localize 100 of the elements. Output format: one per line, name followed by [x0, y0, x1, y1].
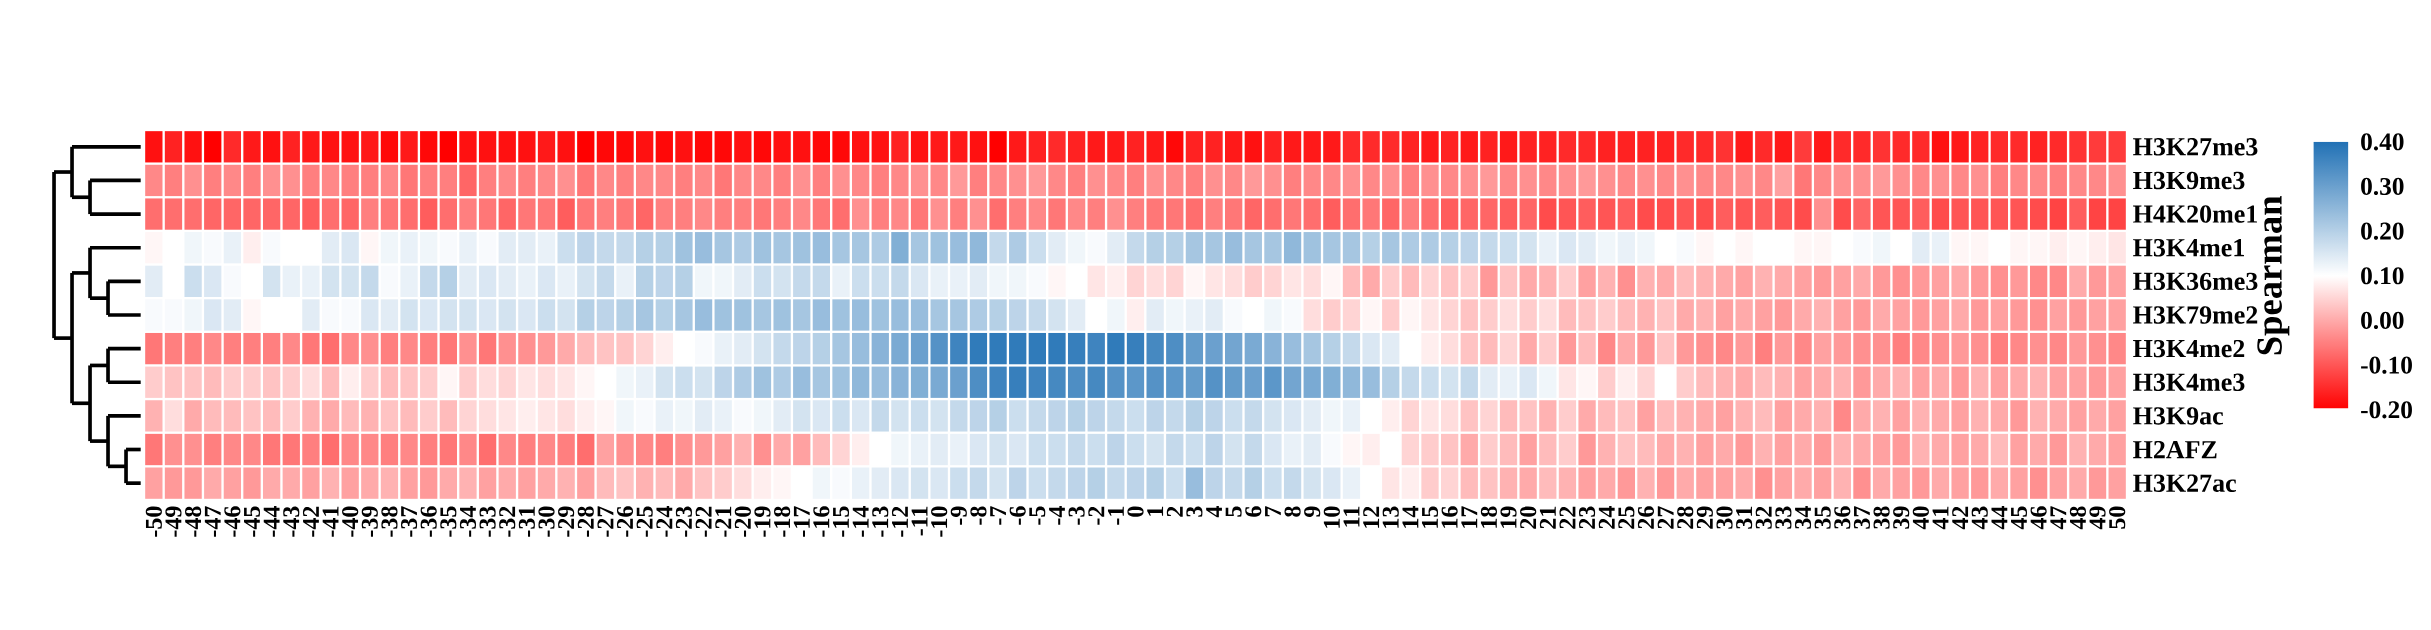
y-tick-label: H3K27me3: [2133, 138, 2258, 156]
x-tick-label: 22: [1559, 506, 1576, 529]
y-tick-label: H3K4me2: [2133, 339, 2245, 358]
x-tick-label: 15: [1421, 506, 1439, 528]
x-tick-label: -12: [891, 506, 908, 537]
x-tick-label: -48: [185, 506, 202, 537]
y-tick-label: H3K79me2: [2133, 306, 2258, 324]
x-tick-label: 5: [1225, 506, 1242, 517]
x-tick-label: -43: [283, 506, 300, 537]
x-tick-label: 17: [1461, 506, 1478, 528]
x-tick-label: 19: [1500, 506, 1517, 528]
x-tick-label: -46: [224, 506, 241, 537]
x-tick-label: -15: [832, 506, 850, 537]
x-tick-label: -5: [1029, 506, 1046, 525]
x-tick-label: 8: [1284, 506, 1301, 517]
x-tick-label: -41: [322, 506, 339, 537]
x-tick-label: 16: [1441, 506, 1458, 528]
x-tick-label: -32: [499, 506, 516, 537]
x-tick-label: 10: [1323, 506, 1340, 528]
x-tick-label: -40: [342, 506, 359, 537]
x-tick-label: -29: [558, 506, 575, 537]
x-tick-label: -10: [931, 506, 948, 537]
x-tick-label: -14: [852, 506, 869, 537]
x-tick-label: -47: [204, 506, 221, 537]
x-tick-label: -31: [518, 506, 535, 537]
color-bar-label: -0.10: [2361, 356, 2412, 374]
y-tick-label: H3K4me1: [2133, 239, 2244, 257]
x-tick-label: -35: [440, 506, 457, 537]
x-tick-label: -6: [1009, 506, 1026, 525]
x-tick-label: -8: [970, 506, 987, 525]
x-tick-label: -45: [244, 506, 260, 537]
x-tick-label: 18: [1480, 506, 1497, 528]
x-tick-label: -21: [715, 506, 732, 537]
x-tick-label: 30: [1716, 506, 1733, 529]
color-bar-label: 0.10: [2361, 267, 2404, 285]
x-tick-label: -22: [695, 506, 712, 537]
color-bar-title: Spearman: [2257, 195, 2290, 355]
x-tick-label: 9: [1304, 506, 1321, 517]
x-tick-label: -44: [263, 506, 280, 537]
x-tick-label: 37: [1853, 506, 1870, 529]
x-tick-label: 40: [1912, 506, 1929, 530]
x-tick-label: -28: [577, 506, 594, 537]
x-tick-label: 31: [1736, 506, 1753, 529]
x-tick-label: 49: [2089, 506, 2106, 530]
x-tick-label: 36: [1834, 506, 1851, 529]
x-tick-label: -3: [1068, 506, 1085, 525]
x-tick-label: -2: [1088, 506, 1105, 525]
x-tick-label: 3: [1186, 506, 1203, 517]
x-tick-label: 41: [1932, 506, 1949, 530]
x-tick-label: -50: [145, 506, 162, 537]
x-tick-label: 7: [1265, 506, 1281, 517]
color-bar-label: 0.40: [2361, 133, 2404, 151]
x-tick-label: 38: [1873, 506, 1890, 529]
x-tick-label: -7: [990, 506, 1006, 525]
x-tick-label: -19: [754, 506, 771, 537]
x-tick-label: -16: [813, 506, 830, 537]
x-tick-label: -27: [597, 506, 614, 537]
x-tick-label: -33: [479, 506, 496, 537]
x-tick-label: 0: [1127, 506, 1144, 517]
x-tick-label: -34: [459, 506, 477, 537]
x-tick-label: 4: [1206, 506, 1222, 518]
x-tick-label: 39: [1893, 506, 1910, 529]
x-tick-label: -30: [538, 506, 555, 537]
x-tick-label: 33: [1775, 506, 1792, 529]
x-tick-label: 45: [2011, 506, 2027, 530]
color-bar-label: 0.30: [2361, 177, 2404, 196]
x-tick-label: 26: [1637, 506, 1655, 529]
x-tick-label: 25: [1618, 506, 1635, 529]
y-tick-label: H4K20me1: [2133, 205, 2257, 223]
x-tick-label: -37: [401, 506, 418, 537]
x-tick-label: -1: [1107, 506, 1124, 525]
x-tick-label: 12: [1363, 506, 1380, 528]
x-tick-label: 21: [1539, 506, 1556, 529]
x-tick-label: -4: [1049, 506, 1065, 525]
x-tick-label: 28: [1677, 506, 1694, 529]
x-tick-label: 48: [2069, 506, 2086, 530]
x-tick-label: 1: [1147, 506, 1164, 516]
x-tick-label: -49: [165, 506, 182, 537]
x-tick-label: -11: [911, 506, 928, 536]
y-tick-label: H2AFZ: [2133, 440, 2217, 459]
x-tick-label: -42: [302, 506, 319, 537]
x-tick-label: 13: [1382, 506, 1399, 528]
x-tick-label: -38: [381, 506, 398, 537]
x-tick-label: -39: [361, 506, 378, 537]
x-tick-label: 27: [1657, 506, 1674, 529]
x-tick-label: 6: [1245, 506, 1262, 517]
x-tick-label: 11: [1343, 506, 1360, 527]
x-tick-label: -20: [734, 506, 751, 537]
x-tick-label: -9: [950, 506, 967, 525]
x-tick-label: 32: [1755, 506, 1772, 529]
x-tick-label: 29: [1696, 506, 1713, 529]
x-tick-label: 35: [1814, 506, 1831, 529]
x-tick-label: 34: [1794, 506, 1812, 529]
x-tick-label: 42: [1952, 506, 1969, 530]
y-tick-label: H3K27ac: [2133, 474, 2236, 492]
x-tick-label: 24: [1598, 506, 1615, 529]
x-tick-label: 46: [2030, 506, 2047, 530]
x-tick-label: -26: [616, 506, 634, 537]
x-tick-label: 20: [1520, 506, 1537, 529]
y-tick-label: H3K9ac: [2133, 407, 2223, 425]
